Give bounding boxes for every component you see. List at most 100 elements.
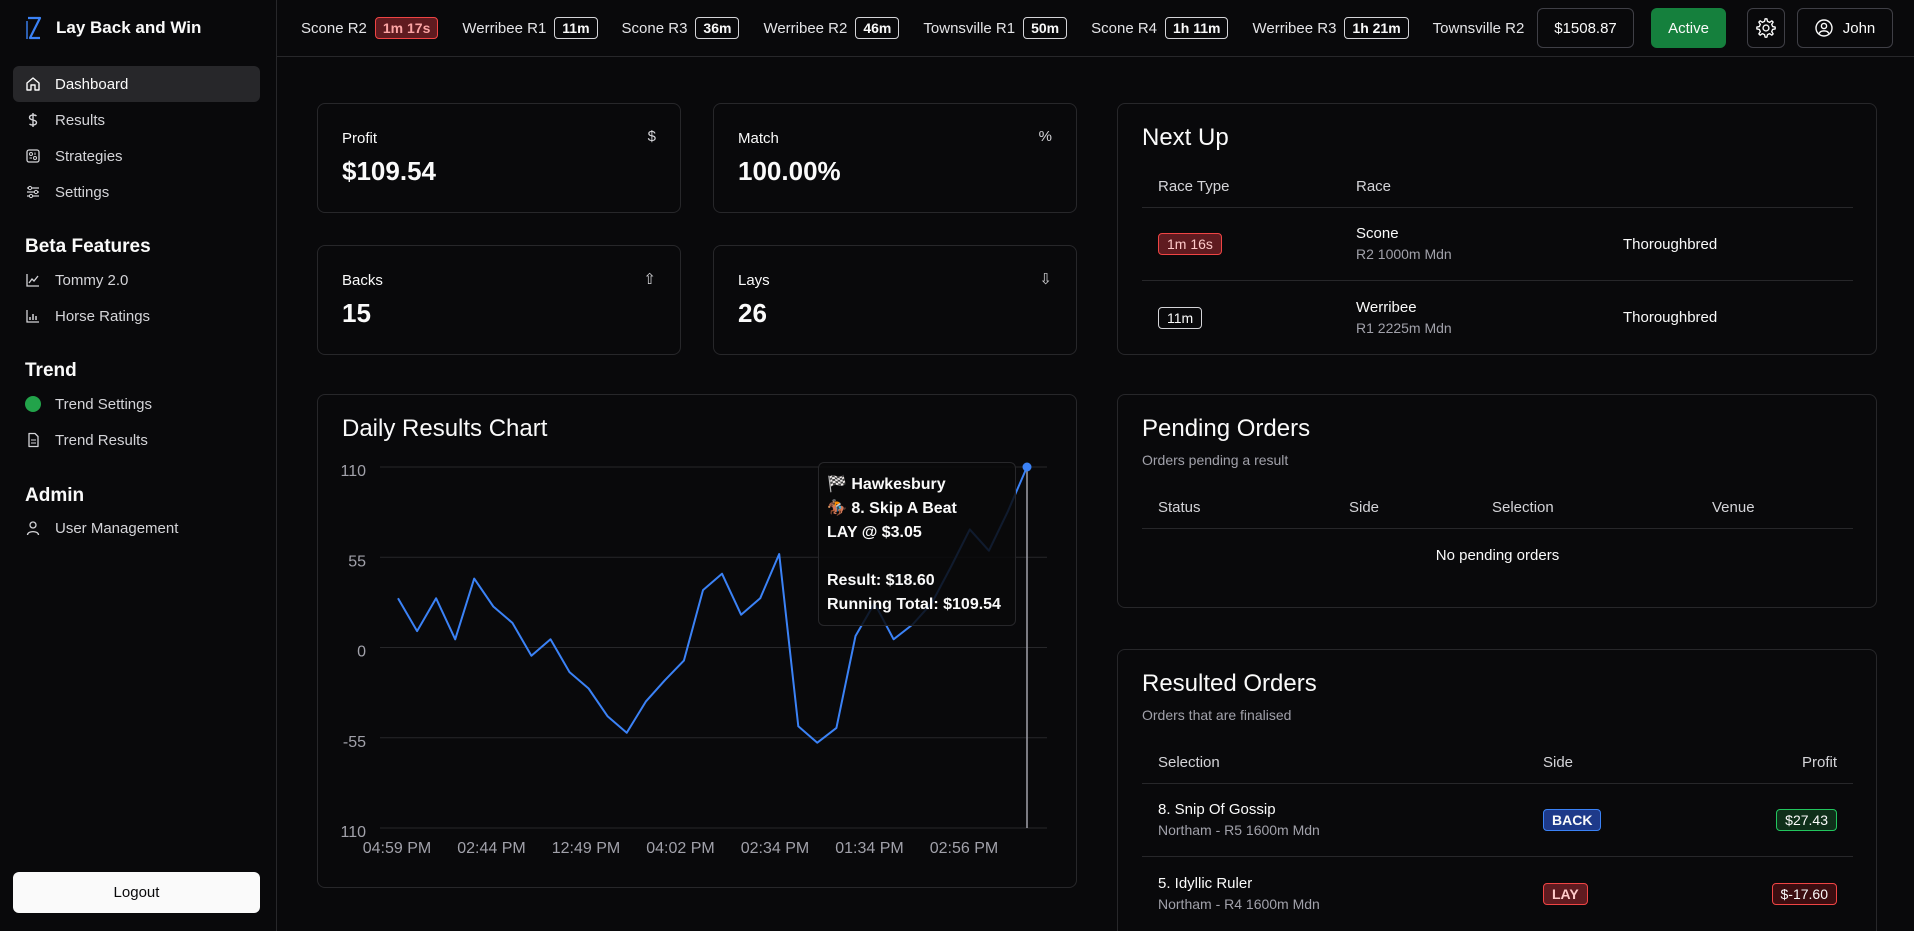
sidebar-item-trend-settings[interactable]: Trend Settings — [13, 386, 260, 422]
column-header: Race Type — [1158, 178, 1230, 195]
resulted-orders-card: Resulted Orders Orders that are finalise… — [1117, 649, 1877, 931]
profit-card: Profit $ $109.54 — [317, 103, 681, 213]
sidebar: Lay Back and Win Dashboard Results Strat… — [0, 0, 277, 931]
selection-race: Northam - R5 1600m Mdn — [1158, 822, 1320, 838]
selection-name: 5. Idyllic Ruler — [1158, 874, 1253, 892]
next-up-table: Race Type Race 1m 16s Scone R2 1000m Mdn… — [1142, 166, 1853, 354]
tooltip-runner: 🏇🏽 8. Skip A Beat — [827, 500, 957, 517]
column-header: Side — [1349, 499, 1380, 516]
race-chip[interactable]: Werribee R3 1h 21m — [1252, 17, 1409, 39]
race-countdown-badge: 46m — [855, 17, 900, 39]
lays-card: Lays ⇩ 26 — [713, 245, 1077, 355]
race-details: R1 2225m Mdn — [1356, 319, 1452, 336]
user-name: John — [1842, 19, 1876, 37]
pending-orders-card: Pending Orders Orders pending a result S… — [1117, 394, 1877, 608]
percent-icon: % — [1038, 128, 1052, 145]
beta-nav: Tommy 2.0 Horse Ratings — [13, 262, 260, 334]
race-name: Townsville R2 — [1432, 19, 1525, 37]
race-ticker: Scone R2 1m 17s Werribee R1 11m Scone R3… — [301, 14, 1806, 42]
table-header: Status Side Selection Venue — [1142, 487, 1853, 529]
race-type: Thoroughbred — [1623, 309, 1718, 326]
side-badge: BACK — [1543, 809, 1602, 831]
sidebar-item-results[interactable]: Results — [13, 102, 260, 138]
sidebar-item-trend-results[interactable]: Trend Results — [13, 422, 260, 458]
chart-title: Daily Results Chart — [342, 415, 548, 442]
sidebar-item-tommy[interactable]: Tommy 2.0 — [13, 262, 260, 298]
strategies-icon — [26, 149, 40, 163]
race-name: Scone R3 — [621, 19, 688, 37]
race-name: Werribee R2 — [763, 19, 848, 37]
race-type: Thoroughbred — [1623, 235, 1718, 253]
race-chip[interactable]: Scone R2 1m 17s — [301, 17, 439, 39]
admin-nav: User Management — [13, 510, 260, 546]
settings-button[interactable] — [1747, 8, 1785, 48]
stat-label: Backs — [342, 272, 383, 289]
sidebar-item-user-management[interactable]: User Management — [13, 510, 260, 546]
table-row[interactable]: 1m 16s Scone R2 1000m Mdn Thoroughbred — [1142, 208, 1853, 281]
race-chip[interactable]: Scone R4 1h 11m — [1091, 17, 1229, 39]
resulted-orders-title: Resulted Orders — [1142, 670, 1317, 697]
logo-icon — [26, 16, 42, 40]
race-chip[interactable]: Townsville R1 50m — [923, 17, 1068, 39]
match-value: 100.00% — [738, 156, 841, 186]
table-header: Race Type Race — [1142, 166, 1853, 208]
table-row[interactable]: 8. Snip Of Gossip Northam - R5 1600m Mdn… — [1142, 784, 1853, 857]
home-icon — [26, 77, 40, 91]
sidebar-item-label: Results — [55, 111, 106, 129]
race-details: R2 1000m Mdn — [1356, 246, 1452, 262]
dollar-icon: $ — [647, 128, 656, 145]
resulted-orders-table: Selection Side Profit 8. Snip Of Gossip … — [1142, 742, 1853, 930]
brand[interactable]: Lay Back and Win — [24, 14, 201, 42]
sidebar-item-settings[interactable]: Settings — [13, 174, 260, 210]
race-name: Werribee R3 — [1252, 19, 1337, 37]
chart-tooltip: 🏁 Hawkesbury 🏇🏽 8. Skip A Beat LAY @ $3.… — [818, 462, 1016, 626]
sidebar-item-horse-ratings[interactable]: Horse Ratings — [13, 298, 260, 334]
column-header: Profit — [1801, 754, 1837, 771]
column-header: Race — [1356, 178, 1392, 195]
next-up-card: Next Up Race Type Race 1m 16s Scone R2 1… — [1117, 103, 1877, 355]
tooltip-venue: 🏁 Hawkesbury — [827, 476, 946, 493]
backs-value: 15 — [342, 298, 371, 328]
table-row[interactable]: 11m Werribee R1 2225m Mdn Thoroughbred — [1142, 281, 1853, 354]
side-badge: LAY — [1543, 882, 1588, 905]
beta-features-heading: Beta Features — [25, 236, 151, 257]
admin-heading: Admin — [25, 485, 85, 506]
race-venue: Scone — [1356, 225, 1399, 242]
race-venue: Werribee — [1356, 298, 1417, 316]
balance-display: $1508.87 — [1537, 8, 1634, 48]
status-active-button[interactable]: Active — [1651, 8, 1726, 48]
race-chip[interactable]: Scone R3 36m — [622, 17, 740, 39]
race-chip[interactable]: Townsville R2 — [1433, 20, 1525, 37]
profit-badge: $-17.60 — [1771, 882, 1837, 905]
race-name: Werribee R1 — [462, 19, 547, 37]
sidebar-item-label: Trend Results — [55, 431, 148, 449]
column-header: Status — [1158, 499, 1201, 516]
tooltip-running-total: Running Total: $109.54 — [827, 596, 1001, 613]
tooltip-result: Result: $18.60 — [827, 572, 935, 589]
race-chip[interactable]: Werribee R1 11m — [462, 17, 598, 39]
backs-card: Backs ⇧ 15 — [317, 245, 681, 355]
app-name: Lay Back and Win — [56, 18, 202, 37]
empty-state-text: No pending orders — [1435, 546, 1560, 564]
user-menu-button[interactable]: John — [1797, 8, 1893, 48]
logout-button[interactable]: Logout — [13, 872, 260, 913]
sidebar-item-dashboard[interactable]: Dashboard — [13, 66, 260, 102]
trend-nav: Trend Settings Trend Results — [13, 386, 260, 458]
race-name: Scone R4 — [1091, 19, 1157, 37]
lays-value: 26 — [738, 298, 767, 328]
countdown-badge: 11m — [1158, 306, 1203, 329]
green-dot-icon — [25, 396, 41, 412]
column-header: Side — [1543, 754, 1574, 771]
sidebar-item-label: Settings — [55, 183, 110, 201]
bar-chart-icon — [26, 310, 39, 323]
topbar: Scone R2 1m 17s Werribee R1 11m Scone R3… — [277, 0, 1914, 57]
sidebar-item-label: Tommy 2.0 — [55, 271, 129, 289]
race-countdown-badge: 36m — [695, 17, 740, 39]
sidebar-item-label: User Management — [55, 519, 179, 537]
table-row[interactable]: 5. Idyllic Ruler Northam - R4 1600m Mdn … — [1142, 857, 1853, 930]
race-countdown-badge: 1m 17s — [374, 17, 439, 39]
selection-race: Northam - R4 1600m Mdn — [1158, 895, 1320, 912]
next-up-title: Next Up — [1142, 124, 1229, 151]
race-chip[interactable]: Werribee R2 46m — [763, 17, 900, 39]
sidebar-item-strategies[interactable]: Strategies — [13, 138, 260, 174]
